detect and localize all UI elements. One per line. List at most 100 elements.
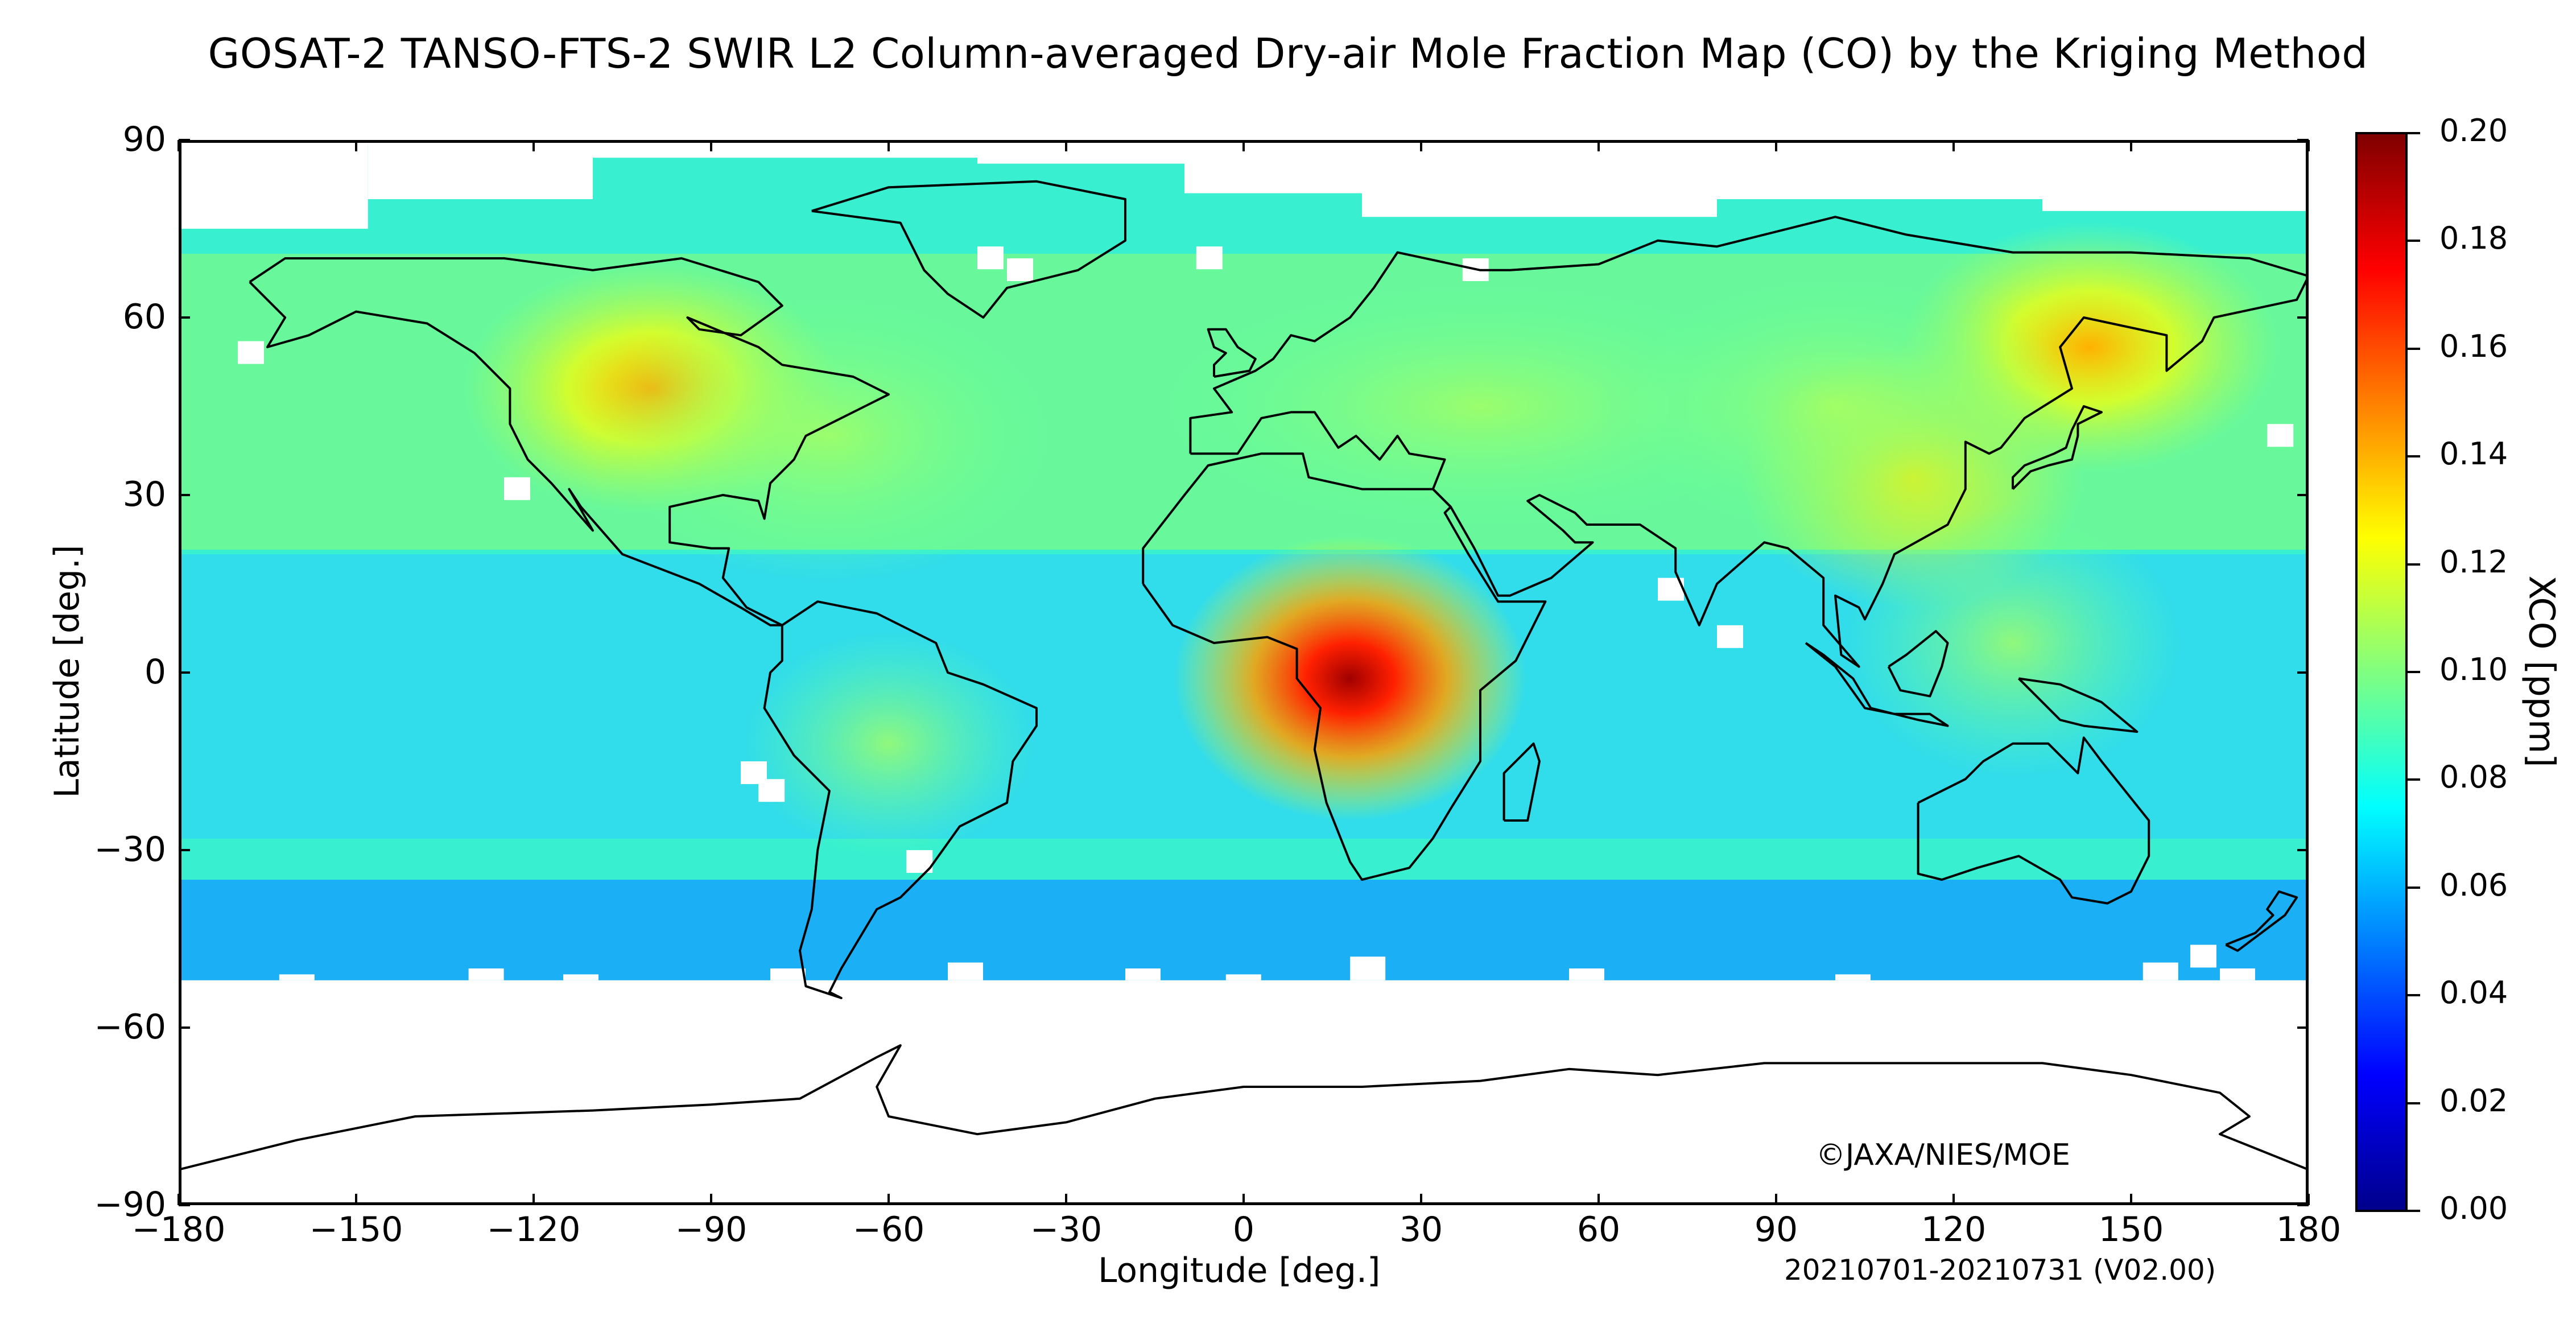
- no-data-cell: [504, 477, 530, 500]
- xco-hotspot: [1174, 536, 1527, 821]
- x-tick: [2130, 140, 2132, 151]
- x-tick: [1775, 1194, 1777, 1205]
- xco-enhanced-region: [1596, 270, 2074, 543]
- uk-coastline: [1207, 328, 1257, 378]
- colorbar-tick: [2408, 671, 2420, 673]
- greenland-coastline: [811, 180, 1126, 319]
- no-data-cell: [468, 968, 504, 980]
- y-tick-label: 0: [144, 652, 166, 692]
- x-tick: [1597, 140, 1600, 151]
- colorbar-tick: [2408, 886, 2420, 889]
- no-data-north: [2042, 140, 2309, 211]
- y-tick: [2297, 494, 2309, 496]
- no-data-cell: [1125, 968, 1161, 980]
- y-tick-label: 60: [122, 297, 166, 337]
- colorbar-label: 0.00: [2439, 1190, 2508, 1226]
- no-data-north: [1362, 140, 1717, 217]
- no-data-cell: [2220, 968, 2255, 980]
- x-tick: [2307, 1194, 2310, 1205]
- x-tick-label: −90: [675, 1210, 748, 1250]
- x-tick-label: 0: [1232, 1210, 1255, 1250]
- x-tick-label: 180: [2276, 1210, 2342, 1250]
- no-data-cell: [770, 968, 806, 980]
- borneo-coastline: [1887, 630, 1949, 698]
- colorbar-label: 0.04: [2439, 975, 2508, 1011]
- colorbar-tick: [2408, 1102, 2420, 1104]
- x-tick: [1952, 1194, 1955, 1205]
- y-tick-label: −30: [94, 830, 166, 869]
- x-tick: [887, 1194, 890, 1205]
- no-data-cell: [1196, 246, 1223, 270]
- new-guinea-coastline: [2017, 677, 2139, 733]
- xco-enhanced-region: [1842, 506, 2183, 780]
- x-tick-label: −180: [131, 1210, 226, 1250]
- no-data-north: [368, 140, 593, 199]
- no-data-cell: [948, 962, 983, 980]
- x-tick-label: −60: [852, 1210, 925, 1250]
- no-data-cell: [279, 974, 315, 980]
- y-tick: [2297, 139, 2309, 141]
- no-data-cell: [1835, 974, 1871, 980]
- colorbar-label: 0.02: [2439, 1082, 2508, 1119]
- x-tick: [710, 1194, 712, 1205]
- colorbar: [2355, 132, 2408, 1212]
- no-data-cell: [2190, 945, 2216, 968]
- y-tick: [179, 1026, 190, 1029]
- japan-coastline: [2012, 405, 2103, 490]
- colorbar-tick: [2408, 563, 2420, 566]
- x-tick-label: 90: [1754, 1210, 1798, 1250]
- colorbar-label: 0.18: [2439, 220, 2508, 257]
- x-tick-label: −30: [1030, 1210, 1103, 1250]
- xco-field: [179, 140, 2309, 1205]
- y-tick-label: −60: [94, 1007, 166, 1047]
- no-data-north: [977, 140, 1184, 164]
- x-tick: [177, 140, 180, 151]
- x-tick: [1775, 140, 1777, 151]
- no-data-cell: [1225, 974, 1261, 980]
- colorbar-tick: [2408, 994, 2420, 997]
- australia-coastline: [1917, 736, 2150, 905]
- no-data-cell: [1007, 258, 1033, 281]
- no-data-north: [179, 140, 368, 229]
- x-tick: [177, 1194, 180, 1205]
- y-tick: [179, 1204, 190, 1206]
- colorbar-tick: [2408, 1210, 2420, 1212]
- y-tick: [179, 671, 190, 674]
- no-data-cell: [2267, 424, 2294, 447]
- no-data-north: [1717, 140, 2042, 199]
- y-tick-label: 30: [122, 475, 166, 514]
- north-america-coastline: [249, 257, 890, 626]
- x-tick: [1952, 140, 1955, 151]
- no-data-cell: [758, 779, 785, 802]
- y-tick-label: 90: [122, 119, 166, 159]
- no-data-south: [179, 980, 2309, 1205]
- colorbar-label: 0.20: [2439, 113, 2508, 149]
- colorbar-tick: [2408, 132, 2420, 134]
- no-data-cell: [1350, 957, 1386, 980]
- x-tick: [532, 140, 535, 151]
- no-data-cell: [977, 246, 1004, 270]
- x-tick: [1065, 140, 1067, 151]
- x-tick: [1065, 1194, 1067, 1205]
- no-data-cell: [1717, 625, 1743, 648]
- x-tick: [1597, 1194, 1600, 1205]
- y-tick: [2297, 849, 2309, 851]
- colorbar-tick: [2408, 347, 2420, 350]
- y-tick: [2297, 1026, 2309, 1029]
- no-data-cell: [2142, 962, 2178, 980]
- colorbar-label: 0.16: [2439, 328, 2508, 364]
- copyright-credit: ©JAXA/NIES/MOE: [1816, 1138, 2070, 1172]
- indonesia-coastline: [1805, 642, 1949, 727]
- xco-map[interactable]: [179, 140, 2309, 1205]
- colorbar-label: 0.08: [2439, 759, 2508, 795]
- no-data-north: [593, 140, 977, 158]
- x-tick-label: −150: [309, 1210, 403, 1250]
- x-axis-label: Longitude [deg.]: [1098, 1251, 1381, 1291]
- colorbar-label: 0.14: [2439, 436, 2508, 472]
- no-data-cell: [563, 974, 598, 980]
- colorbar-tick: [2408, 778, 2420, 781]
- y-tick: [2297, 1204, 2309, 1206]
- y-tick: [179, 316, 190, 319]
- x-tick: [1242, 1194, 1245, 1205]
- new-zealand-coastline: [2225, 890, 2298, 952]
